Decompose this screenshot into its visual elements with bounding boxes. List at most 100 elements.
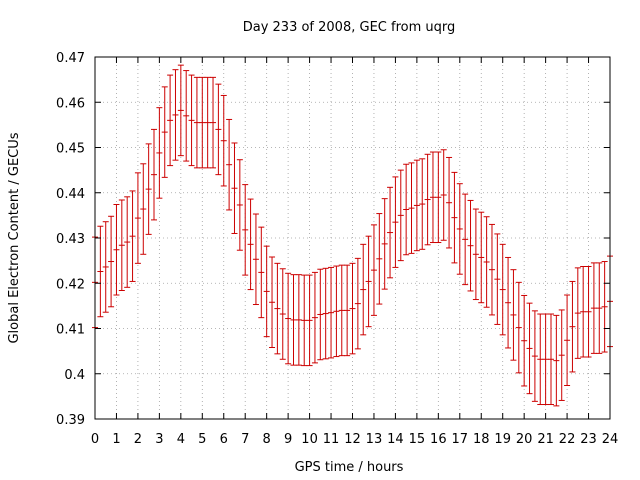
error-bar-point xyxy=(172,69,179,161)
error-bar-point xyxy=(156,107,163,199)
error-bar-point xyxy=(285,272,292,365)
error-bar-point xyxy=(252,213,259,306)
x-tick-label: 24 xyxy=(602,432,619,447)
error-bar-point xyxy=(440,149,447,241)
error-bar-point xyxy=(601,261,608,353)
error-bar-point xyxy=(376,213,383,305)
error-bar-point xyxy=(193,76,200,169)
error-bar-point xyxy=(204,76,211,169)
error-bar-point xyxy=(113,204,120,296)
error-bar-point xyxy=(177,64,184,157)
error-bar-point xyxy=(547,313,554,406)
x-tick-label: 4 xyxy=(177,432,185,447)
error-bar-point xyxy=(161,86,168,178)
error-bar-point xyxy=(413,159,420,252)
error-bar-point xyxy=(387,186,394,279)
error-bar-point xyxy=(129,190,136,282)
error-bar-point xyxy=(145,143,152,235)
error-bar-point xyxy=(483,216,490,308)
x-tick-label: 16 xyxy=(430,432,447,447)
error-bar-point xyxy=(370,224,377,316)
x-tick-label: 19 xyxy=(494,432,511,447)
error-bar-point xyxy=(381,198,388,290)
error-bar-point xyxy=(279,268,286,360)
error-bar-point xyxy=(580,266,587,358)
x-tick-label: 21 xyxy=(537,432,554,447)
x-tick-label: 14 xyxy=(387,432,404,447)
error-bar-point xyxy=(344,264,351,357)
error-bar-point xyxy=(419,158,426,250)
error-bar-point xyxy=(188,74,195,167)
error-bar-point xyxy=(360,243,367,336)
y-tick-label: 0.46 xyxy=(56,96,85,111)
error-bar-point xyxy=(365,235,372,328)
error-bar-point xyxy=(317,268,324,361)
error-bar-point xyxy=(569,280,576,373)
error-bar-point xyxy=(311,271,318,364)
x-tick-label: 0 xyxy=(91,432,99,447)
error-bar-point xyxy=(542,313,549,406)
error-bar-point xyxy=(590,262,597,354)
error-bar-point xyxy=(97,225,104,318)
error-bar-point xyxy=(521,294,528,387)
error-bar-point xyxy=(462,193,469,286)
error-bar-point xyxy=(526,302,533,395)
error-bar-point xyxy=(558,309,565,401)
error-bar-point xyxy=(537,313,544,406)
error-bar-point xyxy=(515,281,522,374)
error-bar-point xyxy=(429,151,436,244)
y-tick-label: 0.39 xyxy=(56,413,85,428)
error-bar-point xyxy=(564,294,571,387)
error-bar-point xyxy=(263,245,270,338)
y-axis-label: Global Electron Content / GECUs xyxy=(7,132,22,343)
error-bar-point xyxy=(269,256,276,349)
y-tick-label: 0.42 xyxy=(56,277,85,292)
x-tick-label: 10 xyxy=(301,432,318,447)
error-bar-point xyxy=(102,221,109,313)
error-bar-point xyxy=(451,171,458,264)
error-bar-point xyxy=(140,163,147,255)
error-bar-point xyxy=(322,267,329,360)
grid-lines xyxy=(95,57,610,419)
error-bar-point xyxy=(118,199,125,291)
error-bar-point xyxy=(151,128,158,221)
error-bar-point xyxy=(392,176,399,268)
y-tick-label: 0.44 xyxy=(56,187,85,202)
x-tick-label: 12 xyxy=(344,432,361,447)
error-bar-point xyxy=(231,142,238,234)
error-bar-point xyxy=(478,211,485,304)
y-tick-label: 0.41 xyxy=(56,323,85,338)
error-bar-point xyxy=(134,172,141,264)
x-tick-label: 8 xyxy=(263,432,271,447)
error-bar-point xyxy=(215,83,222,176)
x-tick-label: 20 xyxy=(516,432,533,447)
error-bar-point xyxy=(585,266,592,358)
error-bar-point xyxy=(531,310,538,402)
x-tick-label: 9 xyxy=(284,432,292,447)
x-tick-label: 22 xyxy=(559,432,576,447)
x-tick-label: 2 xyxy=(134,432,142,447)
x-tick-label: 13 xyxy=(366,432,383,447)
error-bar-point xyxy=(247,198,254,291)
error-bar-point xyxy=(183,70,190,162)
error-bar-point xyxy=(494,233,501,325)
data-series xyxy=(92,64,613,407)
error-bar-point xyxy=(349,262,356,355)
chart-title: Day 233 of 2008, GEC from uqrg xyxy=(243,20,456,35)
error-bar-point xyxy=(328,266,335,359)
error-bar-point xyxy=(167,74,174,167)
x-tick-label: 11 xyxy=(323,432,340,447)
x-tick-label: 23 xyxy=(580,432,597,447)
error-bar-point xyxy=(499,243,506,336)
x-tick-label: 1 xyxy=(112,432,120,447)
error-bar-point xyxy=(467,199,474,292)
error-bar-point xyxy=(220,94,227,187)
error-bar-point xyxy=(258,226,265,319)
x-tick-label: 6 xyxy=(220,432,228,447)
x-axis-label: GPS time / hours xyxy=(295,460,404,475)
error-bar-point xyxy=(354,257,361,350)
error-bar-point xyxy=(242,184,249,276)
error-bar-point xyxy=(510,269,517,361)
error-bar-point xyxy=(306,274,313,367)
